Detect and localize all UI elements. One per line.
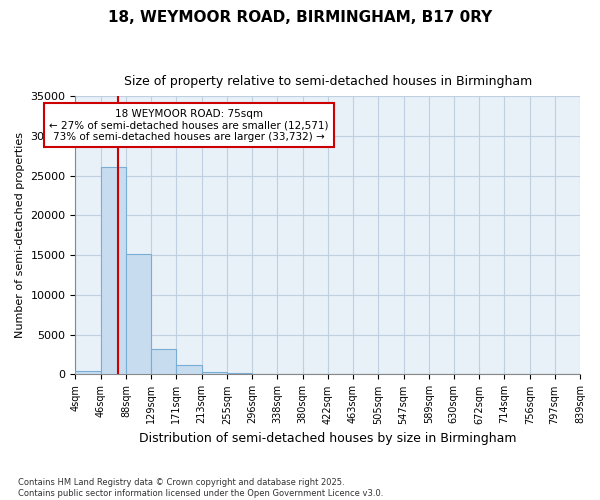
Bar (151, 350, 176, 374)
Bar (202, 372, 227, 374)
Bar (176, 366, 202, 374)
X-axis label: Distribution of semi-detached houses by size in Birmingham: Distribution of semi-detached houses by … (139, 432, 517, 445)
Text: 18 WEYMOOR ROAD: 75sqm
← 27% of semi-detached houses are smaller (12,571)
73% of: 18 WEYMOOR ROAD: 75sqm ← 27% of semi-det… (49, 108, 329, 142)
Title: Size of property relative to semi-detached houses in Birmingham: Size of property relative to semi-detach… (124, 75, 532, 88)
Text: 18, WEYMOOR ROAD, BIRMINGHAM, B17 0RY: 18, WEYMOOR ROAD, BIRMINGHAM, B17 0RY (108, 10, 492, 25)
Text: Contains HM Land Registry data © Crown copyright and database right 2025.
Contai: Contains HM Land Registry data © Crown c… (18, 478, 383, 498)
Bar (101, 167, 126, 374)
Y-axis label: Number of semi-detached properties: Number of semi-detached properties (15, 132, 25, 338)
Bar (76, 372, 101, 374)
Bar (126, 254, 151, 374)
